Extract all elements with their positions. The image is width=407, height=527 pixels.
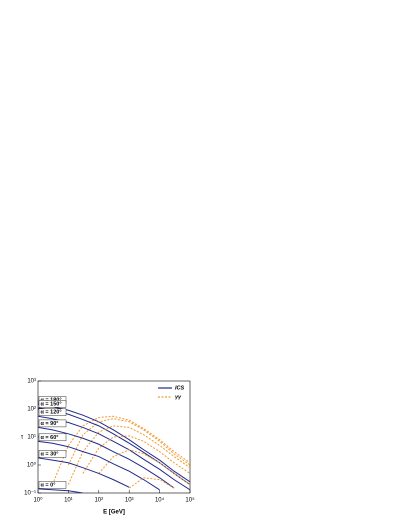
ics-curve bbox=[38, 488, 83, 493]
x-tick-label: 10⁰ bbox=[33, 497, 43, 504]
curve-label-box bbox=[38, 400, 67, 408]
curve-label-box bbox=[38, 450, 67, 458]
y-tick-label: 10² bbox=[27, 407, 36, 413]
x-tick-label: 10³ bbox=[125, 498, 134, 504]
x-tick-label: 10¹ bbox=[64, 498, 73, 504]
curve-label-box bbox=[38, 433, 67, 442]
y-tick-label: 10⁻¹ bbox=[24, 491, 36, 497]
x-tick-label: 10² bbox=[94, 498, 103, 504]
y-axis-label: τ bbox=[21, 435, 24, 441]
ics-curve bbox=[38, 457, 130, 488]
y-tick-label: 10¹ bbox=[27, 435, 36, 441]
x-tick-label: 10⁴ bbox=[155, 497, 165, 504]
gg-curve bbox=[82, 435, 190, 474]
gg-curve bbox=[67, 425, 190, 485]
gg-curve bbox=[67, 418, 190, 466]
y-tick-label: 10⁰ bbox=[27, 462, 37, 469]
ics-curve bbox=[38, 440, 160, 491]
curve-label: α = 0° bbox=[41, 482, 56, 488]
legend-label: γγ bbox=[175, 394, 182, 400]
x-tick-label: 10⁵ bbox=[185, 497, 195, 504]
x-axis-label: E [GeV] bbox=[103, 510, 125, 516]
curve-label-box bbox=[38, 481, 67, 489]
curve-label-box bbox=[38, 419, 67, 428]
curve-label-box bbox=[38, 408, 67, 416]
curve-label: α = 150° bbox=[41, 401, 62, 407]
curve-label: α = 60° bbox=[41, 435, 59, 441]
gg-curve bbox=[98, 449, 190, 485]
curve-label: α = 90° bbox=[41, 421, 59, 427]
ics-curve bbox=[38, 426, 175, 489]
gg-curve bbox=[128, 477, 175, 489]
y-tick-label: 10³ bbox=[27, 379, 36, 385]
curve-label: α = 30° bbox=[41, 451, 59, 457]
curve-label: α = 120° bbox=[41, 410, 62, 416]
legend-label: ICS bbox=[175, 385, 185, 391]
curves bbox=[38, 403, 190, 493]
